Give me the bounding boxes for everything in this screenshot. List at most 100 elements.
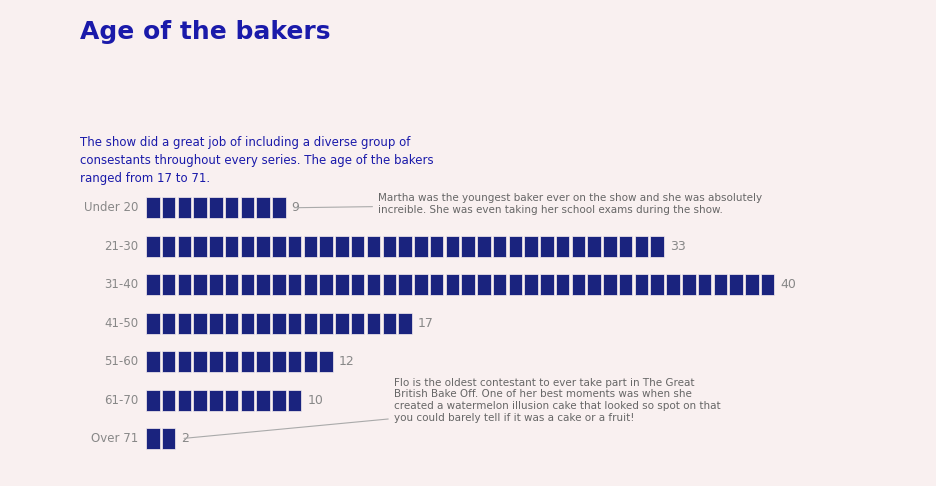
FancyBboxPatch shape (225, 312, 239, 334)
FancyBboxPatch shape (241, 197, 255, 218)
FancyBboxPatch shape (194, 197, 207, 218)
FancyBboxPatch shape (745, 274, 758, 295)
FancyBboxPatch shape (666, 274, 680, 295)
FancyBboxPatch shape (256, 197, 270, 218)
FancyBboxPatch shape (241, 236, 255, 257)
FancyBboxPatch shape (414, 274, 428, 295)
FancyBboxPatch shape (335, 274, 349, 295)
FancyBboxPatch shape (651, 236, 664, 257)
FancyBboxPatch shape (225, 236, 239, 257)
Text: Over 71: Over 71 (92, 432, 139, 445)
Text: 9: 9 (292, 201, 300, 214)
FancyBboxPatch shape (383, 274, 396, 295)
FancyBboxPatch shape (508, 274, 522, 295)
FancyBboxPatch shape (162, 236, 175, 257)
FancyBboxPatch shape (288, 390, 301, 411)
FancyBboxPatch shape (225, 390, 239, 411)
Text: 40: 40 (781, 278, 797, 291)
FancyBboxPatch shape (209, 197, 223, 218)
Text: 51-60: 51-60 (105, 355, 139, 368)
FancyBboxPatch shape (272, 197, 285, 218)
FancyBboxPatch shape (146, 274, 159, 295)
FancyBboxPatch shape (162, 197, 175, 218)
FancyBboxPatch shape (461, 274, 475, 295)
FancyBboxPatch shape (461, 236, 475, 257)
FancyBboxPatch shape (367, 312, 380, 334)
FancyBboxPatch shape (162, 274, 175, 295)
FancyBboxPatch shape (178, 312, 191, 334)
FancyBboxPatch shape (713, 274, 727, 295)
Text: Martha was the youngest baker ever on the show and she was absolutely
increible.: Martha was the youngest baker ever on th… (295, 193, 762, 215)
FancyBboxPatch shape (288, 351, 301, 372)
FancyBboxPatch shape (178, 197, 191, 218)
FancyBboxPatch shape (146, 312, 159, 334)
FancyBboxPatch shape (446, 236, 459, 257)
FancyBboxPatch shape (303, 312, 317, 334)
FancyBboxPatch shape (146, 428, 159, 449)
FancyBboxPatch shape (367, 274, 380, 295)
FancyBboxPatch shape (399, 274, 412, 295)
FancyBboxPatch shape (225, 197, 239, 218)
Text: Age of the bakers: Age of the bakers (80, 20, 330, 44)
FancyBboxPatch shape (256, 274, 270, 295)
FancyBboxPatch shape (209, 236, 223, 257)
FancyBboxPatch shape (241, 351, 255, 372)
Text: 10: 10 (307, 394, 323, 407)
FancyBboxPatch shape (303, 351, 317, 372)
FancyBboxPatch shape (146, 197, 159, 218)
FancyBboxPatch shape (651, 274, 664, 295)
FancyBboxPatch shape (303, 236, 317, 257)
FancyBboxPatch shape (430, 236, 444, 257)
FancyBboxPatch shape (162, 312, 175, 334)
Text: Under 20: Under 20 (84, 201, 139, 214)
Text: 17: 17 (417, 317, 433, 330)
FancyBboxPatch shape (335, 236, 349, 257)
Text: 12: 12 (339, 355, 355, 368)
FancyBboxPatch shape (319, 236, 333, 257)
FancyBboxPatch shape (178, 390, 191, 411)
FancyBboxPatch shape (697, 274, 711, 295)
FancyBboxPatch shape (399, 236, 412, 257)
FancyBboxPatch shape (540, 236, 554, 257)
FancyBboxPatch shape (162, 428, 175, 449)
Text: 21-30: 21-30 (105, 240, 139, 253)
FancyBboxPatch shape (194, 390, 207, 411)
FancyBboxPatch shape (256, 390, 270, 411)
FancyBboxPatch shape (272, 274, 285, 295)
FancyBboxPatch shape (319, 312, 333, 334)
FancyBboxPatch shape (241, 390, 255, 411)
Text: The show did a great job of including a diverse group of
consestants throughout : The show did a great job of including a … (80, 136, 433, 185)
FancyBboxPatch shape (603, 236, 617, 257)
FancyBboxPatch shape (162, 351, 175, 372)
FancyBboxPatch shape (477, 274, 490, 295)
FancyBboxPatch shape (335, 312, 349, 334)
FancyBboxPatch shape (178, 236, 191, 257)
FancyBboxPatch shape (178, 351, 191, 372)
FancyBboxPatch shape (635, 236, 649, 257)
Text: 61-70: 61-70 (104, 394, 139, 407)
FancyBboxPatch shape (194, 236, 207, 257)
Text: 2: 2 (182, 432, 189, 445)
FancyBboxPatch shape (351, 312, 364, 334)
FancyBboxPatch shape (194, 274, 207, 295)
FancyBboxPatch shape (414, 236, 428, 257)
FancyBboxPatch shape (682, 274, 695, 295)
FancyBboxPatch shape (146, 351, 159, 372)
FancyBboxPatch shape (556, 236, 569, 257)
Text: Flo is the oldest contestant to ever take part in The Great
British Bake Off. On: Flo is the oldest contestant to ever tak… (184, 378, 721, 438)
FancyBboxPatch shape (367, 236, 380, 257)
FancyBboxPatch shape (399, 312, 412, 334)
FancyBboxPatch shape (319, 274, 333, 295)
FancyBboxPatch shape (272, 351, 285, 372)
FancyBboxPatch shape (351, 274, 364, 295)
Text: 31-40: 31-40 (105, 278, 139, 291)
FancyBboxPatch shape (241, 312, 255, 334)
FancyBboxPatch shape (225, 351, 239, 372)
FancyBboxPatch shape (383, 312, 396, 334)
FancyBboxPatch shape (241, 274, 255, 295)
FancyBboxPatch shape (493, 236, 506, 257)
FancyBboxPatch shape (556, 274, 569, 295)
FancyBboxPatch shape (477, 236, 490, 257)
FancyBboxPatch shape (351, 236, 364, 257)
Text: 33: 33 (670, 240, 686, 253)
